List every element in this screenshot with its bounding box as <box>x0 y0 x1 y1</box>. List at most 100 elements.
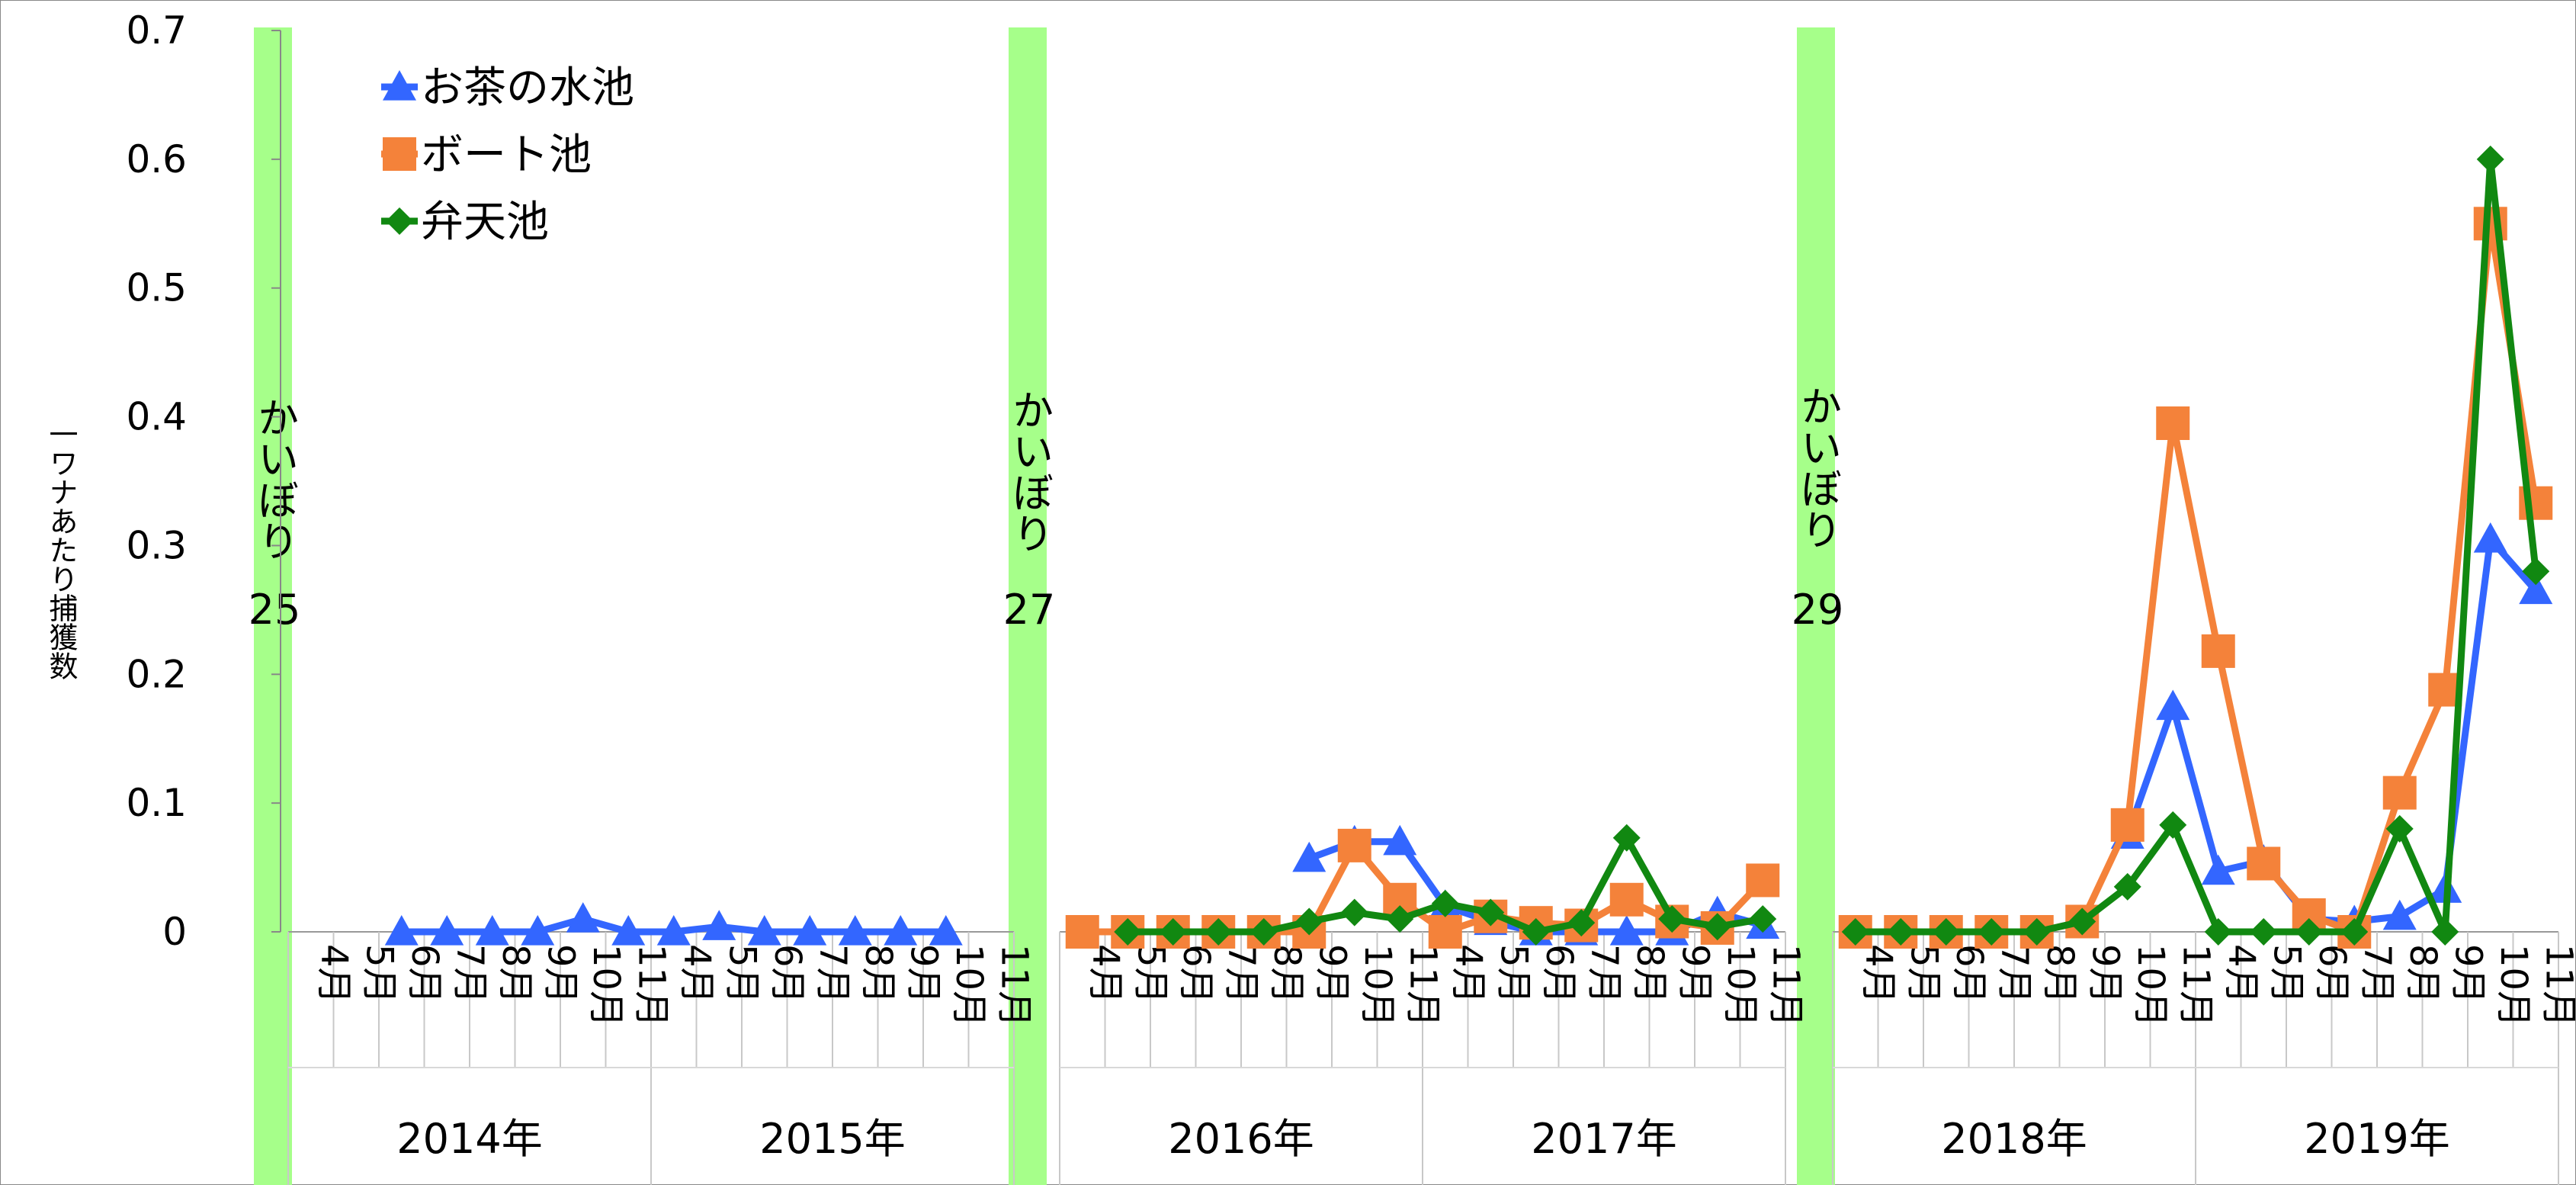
series-layer <box>384 145 2553 949</box>
year-label: 2014年 <box>396 1115 542 1163</box>
x-tick-label: 9月 <box>1310 944 1353 1004</box>
data-point <box>1295 907 1323 936</box>
kaibori-label: かいぼり <box>1794 385 1842 550</box>
x-tick-label: 7月 <box>1583 944 1625 1004</box>
data-point <box>384 915 419 946</box>
legend-label: お茶の水池 <box>421 63 634 113</box>
data-point <box>2476 145 2504 173</box>
year-label: 2015年 <box>759 1115 905 1163</box>
data-point <box>656 915 691 946</box>
data-point <box>1609 882 1644 917</box>
data-point <box>1749 905 1777 933</box>
data-point <box>2110 808 2145 842</box>
x-tick-label: 4月 <box>1084 944 1127 1004</box>
data-point <box>1746 863 1780 898</box>
data-point <box>475 915 509 946</box>
x-tick-label: 10月 <box>1719 944 1762 1027</box>
x-tick-label: 6月 <box>403 944 446 1004</box>
y-tick-label: 0.5 <box>126 266 187 310</box>
data-point <box>2431 918 2459 946</box>
data-point <box>1567 909 1596 937</box>
x-tick-label: 7月 <box>1220 944 1262 1004</box>
data-point <box>2519 573 2553 605</box>
data-point <box>1428 915 1462 949</box>
data-point <box>2201 634 2235 668</box>
data-point <box>2247 846 2281 881</box>
data-point <box>386 207 413 235</box>
x-tick-label: 10月 <box>948 944 990 1027</box>
y-tick-label: 0.6 <box>126 137 187 181</box>
x-tick-label: 11月 <box>630 944 672 1027</box>
x-tick-label: 8月 <box>1266 944 1308 1004</box>
x-tick-label: 4月 <box>1857 944 1900 1004</box>
x-tick-label: 8月 <box>2039 944 2081 1004</box>
data-point <box>1383 824 1417 856</box>
y-tick-label: 0.4 <box>126 395 187 439</box>
year-label: 2019年 <box>2304 1115 2449 1163</box>
data-point <box>793 915 827 946</box>
kaibori-band <box>1009 27 1047 1185</box>
x-tick-label: 10月 <box>2492 944 2535 1027</box>
data-point <box>1386 905 1414 933</box>
x-tick-label: 6月 <box>1948 944 1991 1004</box>
x-tick-label: 8月 <box>494 944 537 1004</box>
x-tick-label: 11月 <box>1764 944 1807 1027</box>
year-label: 2017年 <box>1531 1115 1676 1163</box>
x-tick-label: 5月 <box>2265 944 2308 1004</box>
x-tick-label: 7月 <box>448 944 491 1004</box>
data-point <box>2068 907 2096 936</box>
kaibori-band <box>254 27 292 1185</box>
data-point <box>521 915 555 946</box>
data-point <box>884 915 918 946</box>
data-point <box>1658 905 1686 933</box>
x-tick-label: 10月 <box>585 944 627 1027</box>
year-label: 2016年 <box>1168 1115 1314 1163</box>
data-point <box>1340 898 1368 926</box>
x-tick-label: 9月 <box>1673 944 1716 1004</box>
data-point <box>566 902 600 933</box>
legend-label: ボート池 <box>421 130 592 180</box>
data-point <box>702 910 736 940</box>
x-tick-label: 6月 <box>1538 944 1580 1004</box>
legend-label: 弁天池 <box>421 198 549 247</box>
x-tick-label: 7月 <box>2356 944 2398 1004</box>
kaibori-label: かいぼり <box>1006 389 1054 554</box>
x-tick-label: 6月 <box>1175 944 1217 1004</box>
x-tick-label: 4月 <box>675 944 718 1004</box>
data-point <box>2250 918 2278 946</box>
x-tick-label: 8月 <box>857 944 900 1004</box>
data-point <box>383 70 416 101</box>
y-tick-label: 0.3 <box>126 523 187 567</box>
data-point <box>2295 918 2323 946</box>
kaibori-label: かいぼり <box>251 397 299 561</box>
y-tick-label: 0.2 <box>126 652 187 696</box>
x-category-labels: 4月 5月 6月 7月 8月 9月 10月 11月 4月 5月 6月 7月 8月 9月 10月 11月 4月 5月… <box>313 944 2576 1163</box>
data-point <box>2156 689 2190 721</box>
data-point <box>1522 918 1550 946</box>
data-point <box>1477 898 1505 926</box>
data-point <box>383 137 416 171</box>
data-point <box>1292 841 1326 872</box>
x-tick-label: 5月 <box>1492 944 1535 1004</box>
x-tick-label: 9月 <box>2084 944 2126 1004</box>
y-tick-label: 0.7 <box>126 8 187 53</box>
data-point <box>1932 918 1960 946</box>
data-point <box>2385 814 2414 843</box>
kaibori-number: 27 <box>1003 586 1056 634</box>
data-point <box>1887 918 1915 946</box>
data-point <box>929 915 963 946</box>
data-point <box>1841 918 1869 946</box>
x-tick-label: 8月 <box>1628 944 1671 1004</box>
x-tick-label: 7月 <box>811 944 854 1004</box>
kaibori-band <box>1797 27 1835 1185</box>
y-tick-label: 0.1 <box>126 781 187 825</box>
data-point <box>611 915 646 946</box>
x-tick-label: 6月 <box>2311 944 2353 1004</box>
data-point <box>1612 824 1641 852</box>
data-point <box>2201 854 2235 885</box>
data-point <box>1431 889 1459 917</box>
x-tick-label: 9月 <box>2446 944 2489 1004</box>
x-tick-label: 5月 <box>720 944 763 1004</box>
data-point <box>1250 918 1278 946</box>
